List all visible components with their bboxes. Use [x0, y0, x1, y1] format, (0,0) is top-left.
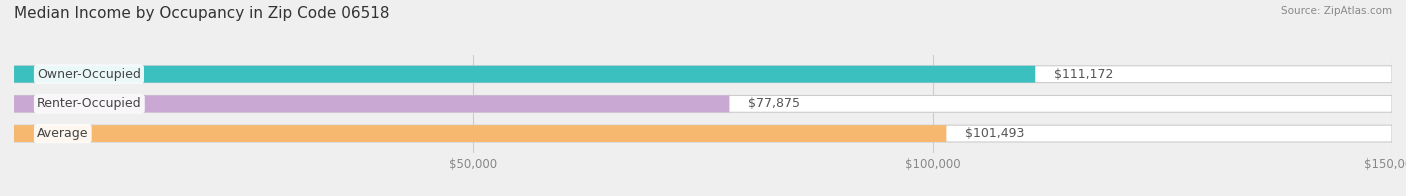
Text: Source: ZipAtlas.com: Source: ZipAtlas.com — [1281, 6, 1392, 16]
Text: Owner-Occupied: Owner-Occupied — [37, 68, 141, 81]
FancyBboxPatch shape — [14, 66, 1035, 83]
FancyBboxPatch shape — [14, 95, 730, 112]
Text: Median Income by Occupancy in Zip Code 06518: Median Income by Occupancy in Zip Code 0… — [14, 6, 389, 21]
Text: Renter-Occupied: Renter-Occupied — [37, 97, 142, 110]
Text: $111,172: $111,172 — [1053, 68, 1114, 81]
FancyBboxPatch shape — [14, 125, 946, 142]
FancyBboxPatch shape — [14, 66, 1392, 83]
FancyBboxPatch shape — [14, 125, 1392, 142]
Text: $77,875: $77,875 — [748, 97, 800, 110]
Text: $101,493: $101,493 — [965, 127, 1024, 140]
FancyBboxPatch shape — [14, 95, 1392, 112]
Text: Average: Average — [37, 127, 89, 140]
